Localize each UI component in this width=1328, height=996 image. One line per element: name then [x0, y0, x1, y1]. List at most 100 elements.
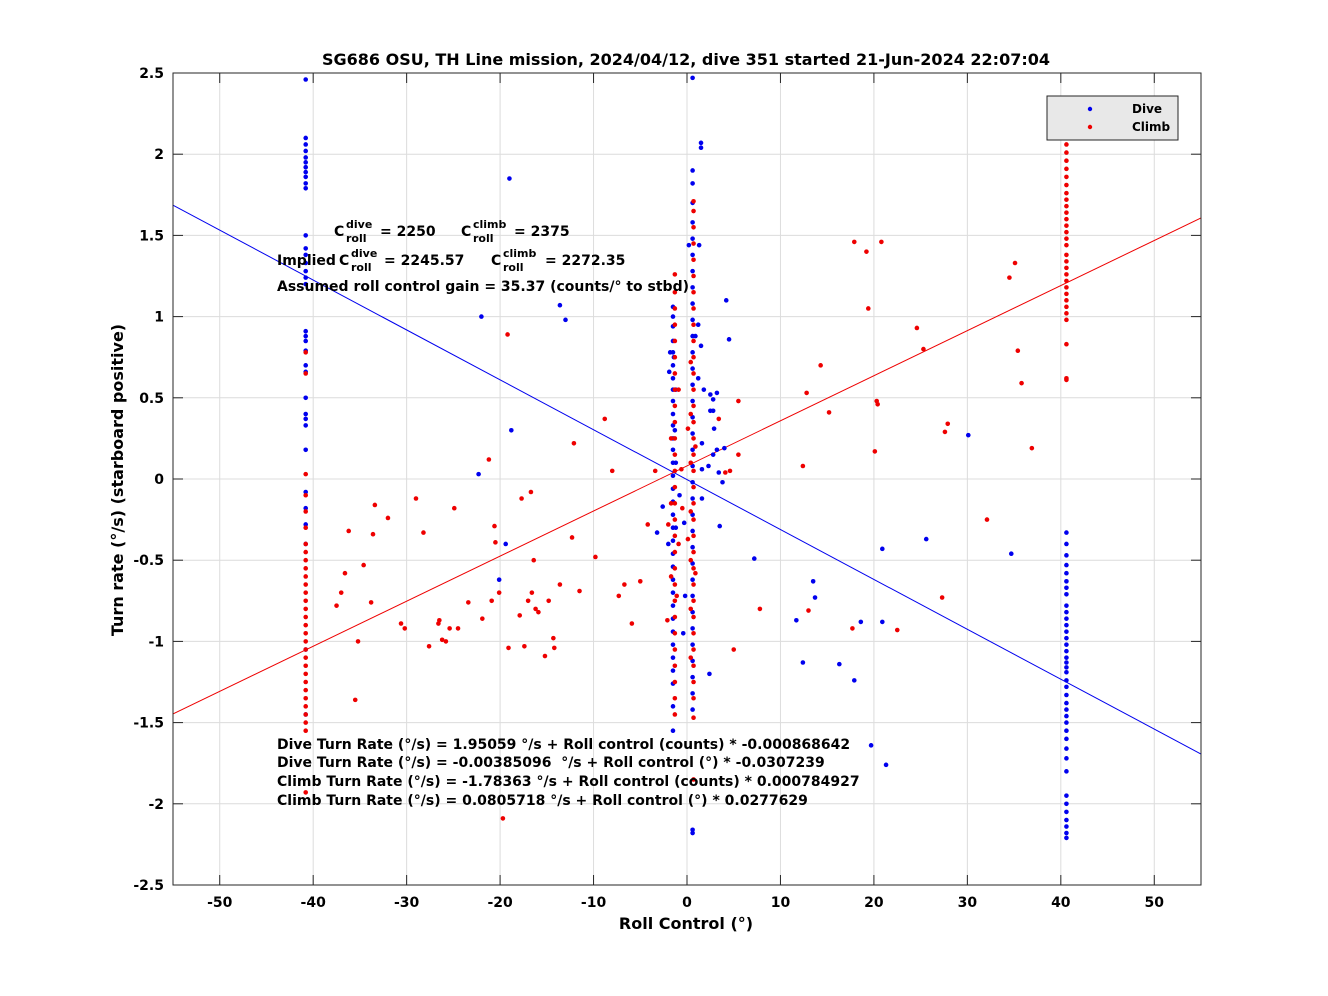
- dive-point: [711, 426, 717, 431]
- climb-point: [368, 600, 374, 605]
- climb-point: [398, 621, 404, 626]
- climb-point: [486, 457, 492, 462]
- x-axis-label: Roll Control (°): [619, 914, 753, 933]
- dive-point: [1064, 622, 1069, 628]
- dive-point: [710, 397, 716, 402]
- dive-point: [303, 416, 309, 422]
- dive-point: [690, 707, 695, 712]
- climb-point: [1064, 174, 1069, 180]
- dive-point: [303, 164, 309, 170]
- climb-point: [622, 582, 627, 587]
- dive-point: [476, 471, 481, 477]
- climb-point: [303, 566, 309, 571]
- x-tick-label: 40: [1051, 895, 1071, 911]
- dive-point: [1064, 720, 1069, 725]
- dive-point: [673, 460, 679, 466]
- assumed-gain-text: Assumed roll control gain = 35.37 (count…: [277, 279, 689, 295]
- dive-point: [690, 447, 695, 453]
- climb-point: [402, 626, 408, 631]
- dive-point: [670, 411, 676, 417]
- dive-point: [717, 523, 723, 529]
- dive-point: [1008, 551, 1014, 557]
- climb-point: [1064, 304, 1069, 310]
- dive-points: [303, 75, 1069, 841]
- dive-point: [666, 541, 671, 547]
- climb-point: [672, 630, 678, 636]
- dive-point: [1064, 562, 1069, 568]
- dive-point: [670, 655, 676, 660]
- dive-equation-counts: Dive Turn Rate (°/s) = 1.95059 °/s + Rol…: [277, 737, 850, 753]
- dive-point: [1064, 809, 1069, 815]
- dive-point: [698, 145, 704, 151]
- climb-point: [672, 436, 678, 441]
- climb-point: [303, 541, 309, 547]
- dive-point: [690, 479, 695, 485]
- climb-point: [672, 419, 678, 425]
- dive-point: [1064, 756, 1069, 761]
- climb-point: [691, 614, 696, 620]
- climb-point: [303, 695, 309, 701]
- climb-point: [672, 533, 678, 539]
- climb-point: [668, 574, 674, 579]
- climb-point: [303, 509, 309, 514]
- dive-point: [303, 155, 309, 160]
- climb-point: [672, 272, 678, 277]
- climb-point: [688, 460, 694, 466]
- climb-point: [914, 325, 920, 331]
- climb-point: [385, 515, 391, 521]
- dive-point: [858, 619, 864, 625]
- climb-point: [303, 630, 309, 636]
- dive-point: [690, 168, 695, 173]
- climb-point: [1064, 272, 1069, 277]
- climb-point: [303, 647, 309, 652]
- dive-point: [690, 75, 695, 81]
- x-tick-label: 30: [958, 895, 978, 911]
- legend-climb-marker: [1087, 124, 1093, 130]
- dive-point: [696, 242, 702, 248]
- climb-point: [672, 679, 678, 685]
- climb-point: [609, 468, 615, 474]
- implied-climb-value: = 2272.35: [545, 253, 625, 269]
- y-tick-label: 2: [154, 147, 164, 163]
- climb-point: [1064, 259, 1069, 264]
- climb-point: [1064, 203, 1069, 209]
- dive-point: [1064, 642, 1069, 647]
- climb-point: [645, 522, 651, 527]
- climb-point: [851, 239, 857, 245]
- dive-point: [690, 577, 695, 582]
- y-tick-label: 0: [154, 472, 164, 488]
- climb-point: [685, 536, 691, 542]
- dive-point: [710, 452, 716, 457]
- climb-point: [1064, 236, 1069, 241]
- dive-point: [1064, 553, 1069, 558]
- dive-point: [851, 678, 857, 683]
- climb-point: [303, 663, 309, 669]
- dive-point: [1064, 736, 1069, 742]
- dive-point: [716, 470, 722, 475]
- climb-point: [421, 530, 426, 535]
- climb-point: [691, 663, 696, 669]
- dive-point: [1064, 746, 1069, 751]
- y-axis-label: Turn rate (°/s) (starboard positive): [108, 324, 127, 636]
- dive-point: [670, 376, 676, 381]
- climb-point: [571, 440, 577, 446]
- dive-point: [923, 536, 929, 542]
- climb-point: [1064, 142, 1069, 147]
- dive-point: [690, 528, 695, 534]
- climb-point: [1064, 291, 1069, 297]
- climb-point: [602, 416, 608, 422]
- dive-point: [670, 314, 676, 319]
- y-tick-label: 1.5: [139, 228, 164, 244]
- gain-annotation: C dive roll = 2250 C climb roll = 2375 I…: [277, 218, 689, 295]
- y-tick-label: -0.5: [133, 553, 164, 569]
- climb-point: [569, 535, 575, 540]
- y-tick-label: 2.5: [139, 66, 164, 82]
- dive-point: [670, 512, 676, 518]
- dive-point: [303, 447, 309, 453]
- fit-lines: [173, 204, 1201, 755]
- climb-equation-degrees: Climb Turn Rate (°/s) = 0.0805718 °/s + …: [277, 793, 808, 809]
- dive-point: [690, 674, 695, 680]
- dive-point: [666, 369, 672, 375]
- climb-point: [691, 419, 696, 425]
- climb-point: [480, 616, 485, 621]
